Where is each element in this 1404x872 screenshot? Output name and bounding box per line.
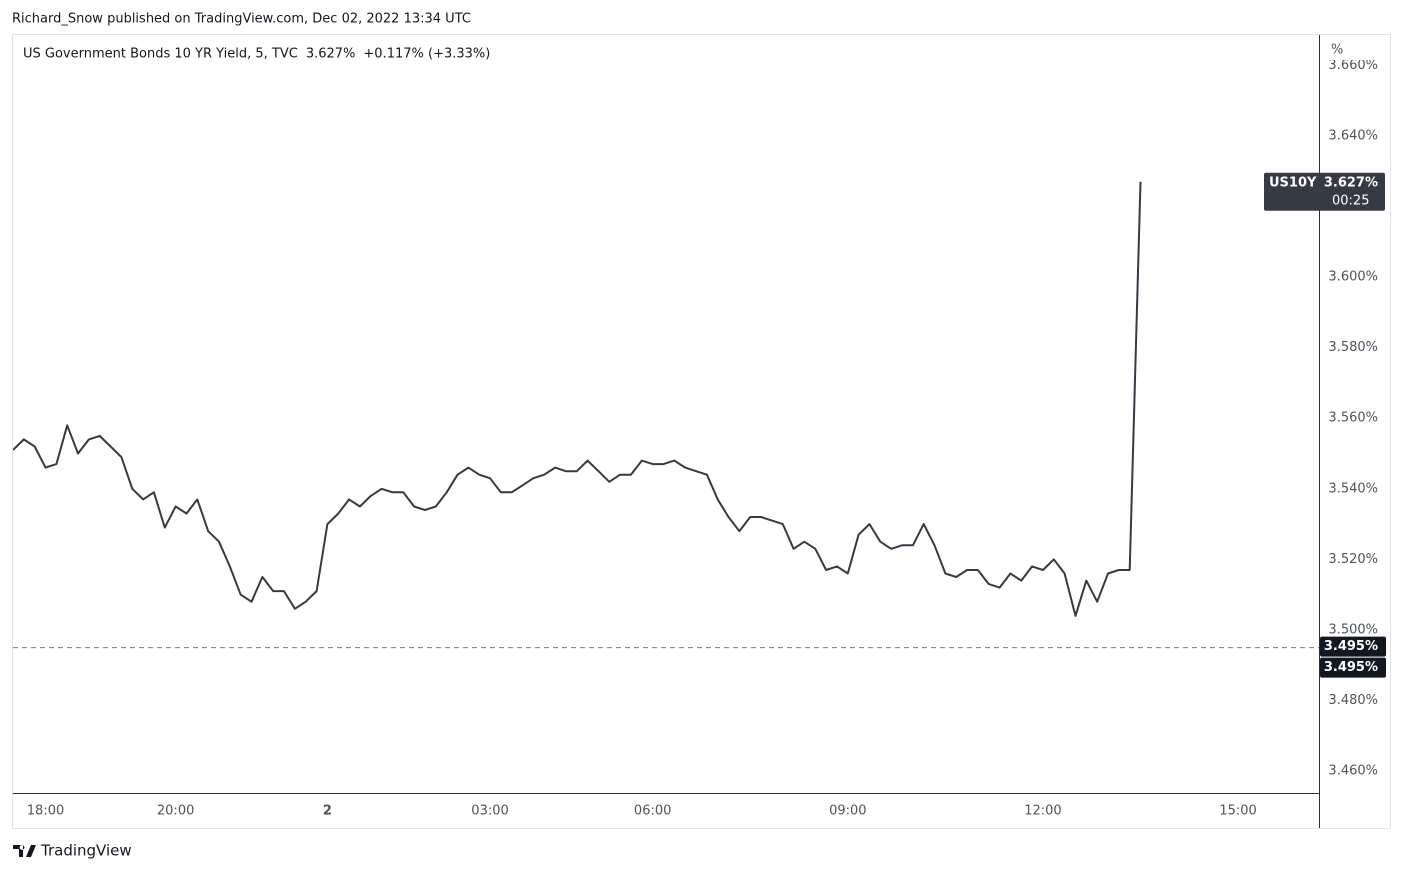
reference-tag <box>1320 657 1386 678</box>
x-tick-label: 18:00 <box>27 804 64 819</box>
y-tick-label: 3.460% <box>1328 764 1378 779</box>
logo: TradingView <box>13 842 132 860</box>
price-tag-countdown: 00:25 <box>1332 193 1369 208</box>
price-tag-label: 3.627% <box>1324 175 1378 190</box>
publisher: Richard_Snow published on TradingView.co… <box>12 12 471 27</box>
logo-mark <box>13 845 36 857</box>
change: +0.117% (+3.33%) <box>363 47 490 62</box>
legend: US Government Bonds 10 YR Yield, 5, TVC … <box>23 47 490 62</box>
x-tick-label: 09:00 <box>829 804 866 819</box>
y-tick-label: 3.640% <box>1328 128 1378 143</box>
x-tick-label: 2 <box>323 804 332 819</box>
reference-tag <box>1320 636 1386 657</box>
x-axis: 18:00 20:00 2 03:00 06:00 09:00 12:00 15:00 <box>27 804 1257 819</box>
y-tick-label: 3.500% <box>1328 622 1378 637</box>
y-tick-label: 3.560% <box>1328 411 1378 426</box>
unit-bg <box>1320 38 1390 60</box>
y-tick-label: 3.660% <box>1328 58 1378 73</box>
x-tick-label: 03:00 <box>471 804 508 819</box>
unit-label: % <box>1331 43 1343 58</box>
x-tick-label: 12:00 <box>1024 804 1061 819</box>
reference-tag-label: 3.495% <box>1324 639 1378 654</box>
last-value: 3.627% <box>306 47 356 62</box>
x-tick-label: 06:00 <box>634 804 671 819</box>
tags: 3.495% 3.495% US10Y 3.627% 00:25 <box>1264 172 1386 678</box>
x-tick-label: 15:00 <box>1219 804 1256 819</box>
reference-tag-label: 3.495% <box>1324 660 1378 675</box>
brand: TradingView <box>40 842 132 860</box>
price-tag <box>1264 172 1385 211</box>
series-line <box>13 181 1142 617</box>
plot <box>13 181 1319 649</box>
y-tick-label: 3.480% <box>1328 693 1378 708</box>
price-tag-symbol: US10Y <box>1269 175 1317 190</box>
y-tick-label: 3.600% <box>1328 270 1378 285</box>
chart-frame <box>12 34 1391 829</box>
x-tick-label: 20:00 <box>157 804 194 819</box>
series-title: US Government Bonds 10 YR Yield, 5, TVC <box>23 47 298 62</box>
y-tick-label: 3.540% <box>1328 481 1378 496</box>
y-tick-label: 3.520% <box>1328 552 1378 567</box>
y-tick-label: 3.580% <box>1328 340 1378 355</box>
